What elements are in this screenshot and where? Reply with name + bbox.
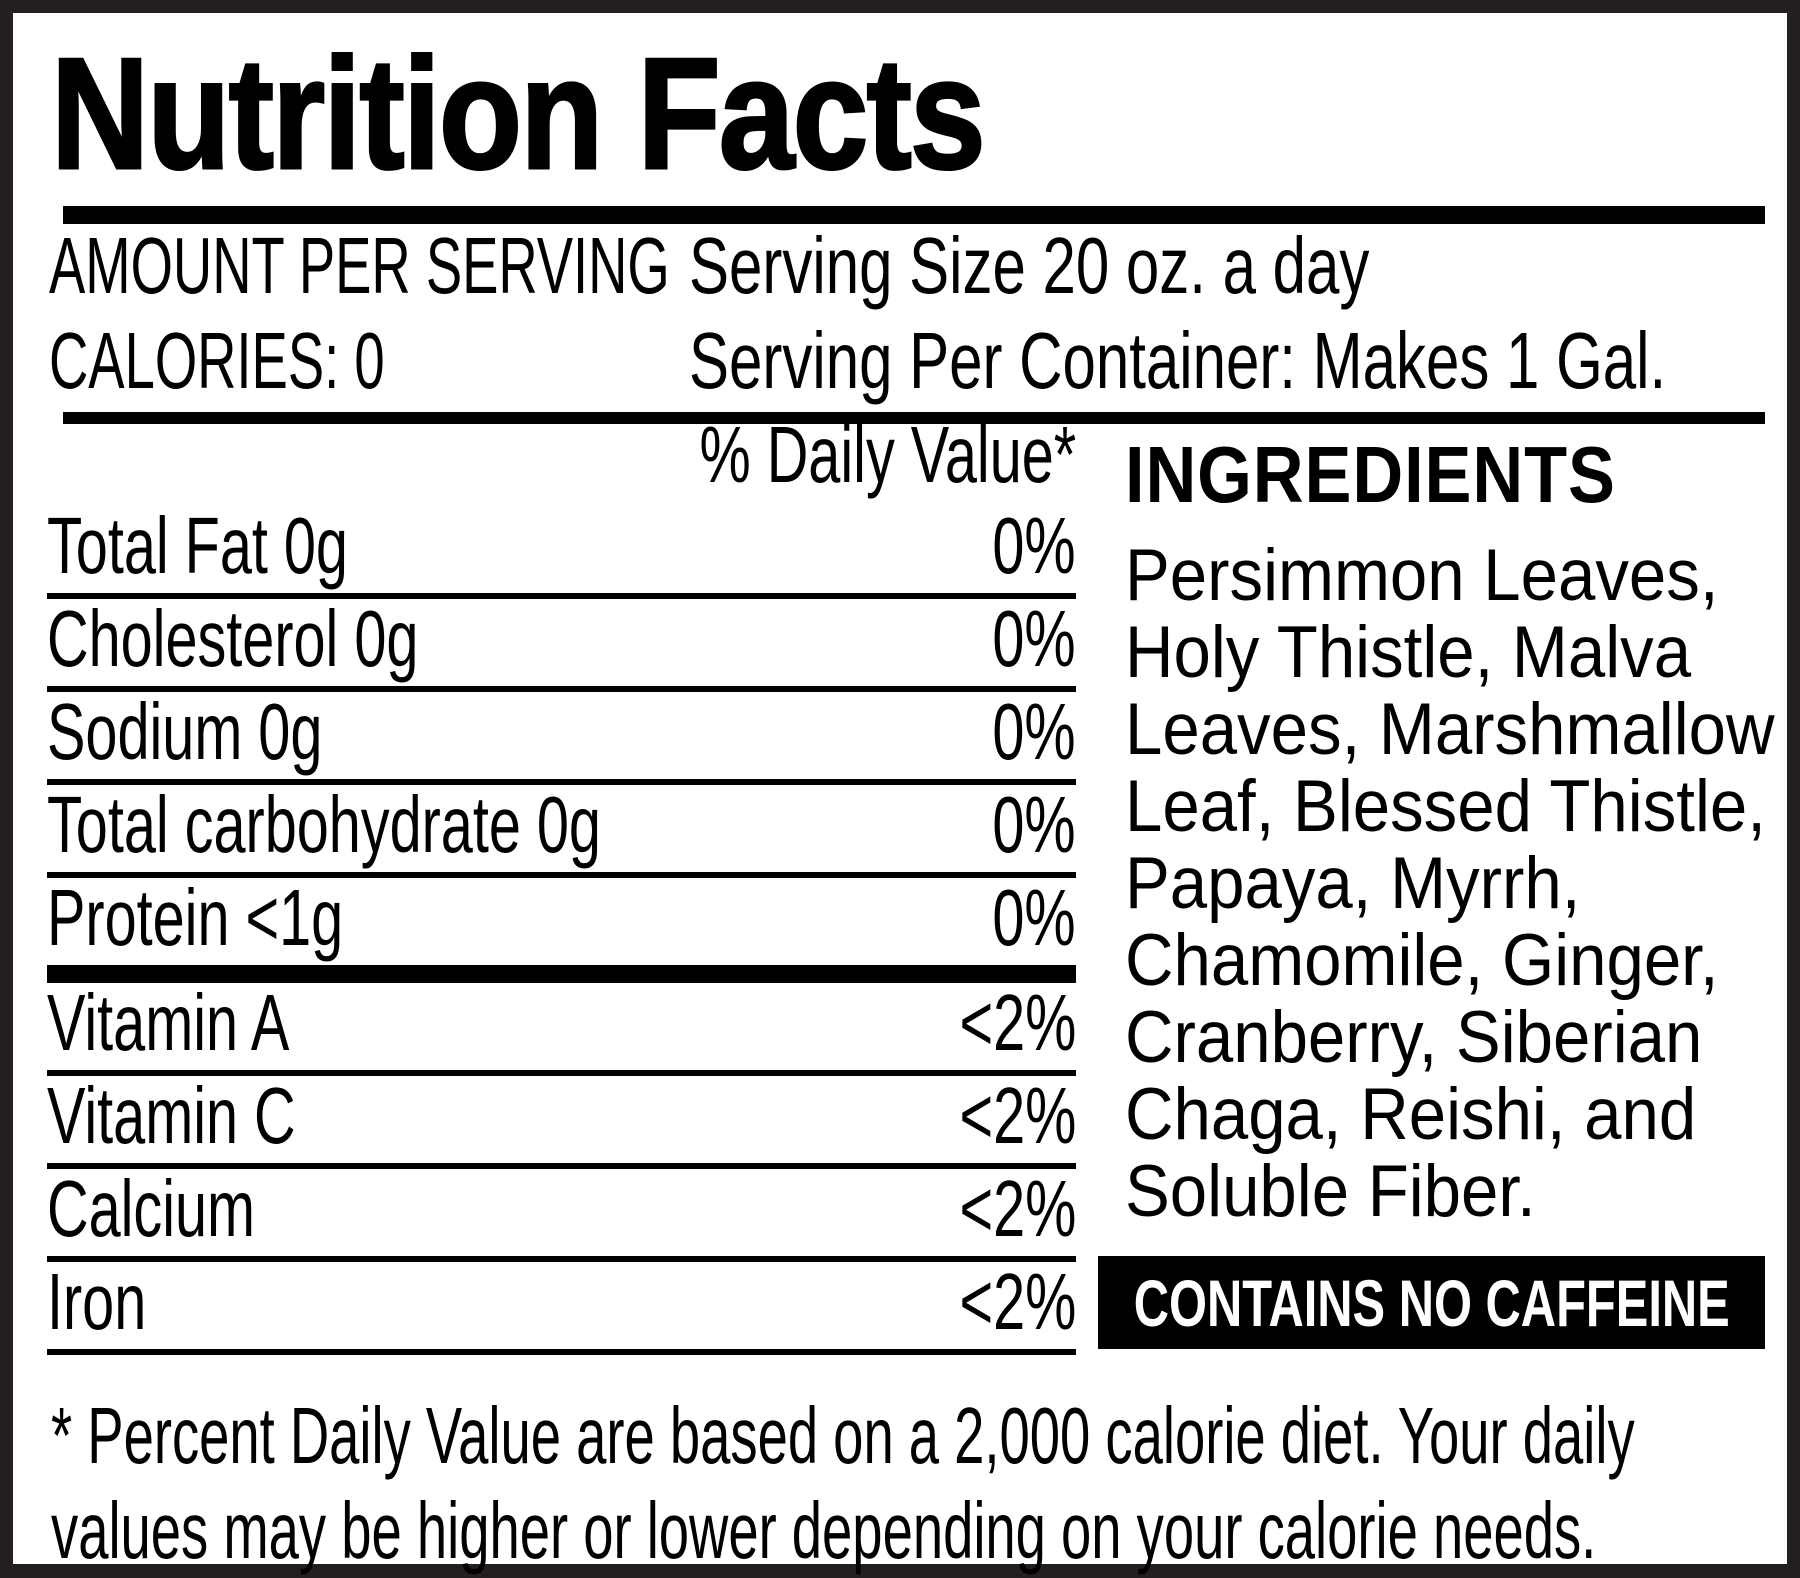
list-item: Papaya, Myrrh, bbox=[1125, 843, 1581, 924]
daily-value-footnote: * Percent Daily Value are based on a 2,0… bbox=[51, 1388, 1791, 1578]
daily-value-header: % Daily Value* bbox=[699, 410, 1076, 499]
list-item: Holy Thistle, Malva bbox=[1125, 612, 1692, 693]
list-item: Leaves, Marshmallow bbox=[1125, 689, 1775, 770]
table-row: Calcium <2% bbox=[47, 1169, 1076, 1262]
list-item: Soluble Fiber. bbox=[1125, 1151, 1536, 1232]
no-caffeine-banner: CONTAINS NO CAFFEINE bbox=[1098, 1256, 1765, 1349]
nutrient-name: Vitamin C bbox=[47, 1071, 296, 1160]
footnote-line: values may be higher or lower depending … bbox=[51, 1486, 1597, 1575]
amount-per-serving-label: AMOUNT PER SERVING bbox=[49, 221, 670, 310]
nutrient-table: Total Fat 0g 0% Cholesterol 0g 0% Sodium… bbox=[47, 506, 1076, 1355]
list-item: Leaf, Blessed Thistle, bbox=[1125, 766, 1766, 847]
table-row: Vitamin A <2% bbox=[47, 983, 1076, 1076]
ingredients-heading: INGREDIENTS bbox=[1125, 430, 1616, 519]
page-title-text: Nutrition Facts bbox=[50, 26, 987, 202]
header-divider-bar bbox=[63, 206, 1765, 224]
nutrient-value: 0% bbox=[992, 873, 1076, 962]
nutrient-value: 0% bbox=[992, 501, 1076, 590]
table-row: Sodium 0g 0% bbox=[47, 692, 1076, 785]
nutrient-value: 0% bbox=[992, 687, 1076, 776]
ingredients-list: Persimmon Leaves, Holy Thistle, Malva Le… bbox=[1125, 535, 1775, 1232]
calories-label: CALORIES: 0 bbox=[49, 316, 385, 405]
nutrient-name: Total carbohydrate 0g bbox=[47, 780, 601, 869]
table-row: Total carbohydrate 0g 0% bbox=[47, 785, 1076, 878]
nutrient-value: <2% bbox=[959, 978, 1076, 1067]
section-divider-bar bbox=[63, 412, 1765, 424]
list-item: Cranberry, Siberian bbox=[1125, 997, 1703, 1078]
nutrient-value: 0% bbox=[992, 594, 1076, 683]
table-row: Vitamin C <2% bbox=[47, 1076, 1076, 1169]
nutrient-name: Calcium bbox=[47, 1164, 256, 1253]
table-row: Total Fat 0g 0% bbox=[47, 506, 1076, 599]
table-row: Cholesterol 0g 0% bbox=[47, 599, 1076, 692]
nutrient-value: 0% bbox=[992, 780, 1076, 869]
nutrient-value: <2% bbox=[959, 1257, 1076, 1346]
nutrient-value: <2% bbox=[959, 1164, 1076, 1253]
page-title: Nutrition Facts bbox=[50, 26, 1136, 202]
list-item: Chamomile, Ginger, bbox=[1125, 920, 1719, 1001]
nutrient-name: Vitamin A bbox=[47, 978, 290, 1067]
nutrient-name: Total Fat 0g bbox=[47, 501, 348, 590]
servings-per-container-label: Serving Per Container: Makes 1 Gal. bbox=[689, 316, 1667, 405]
table-row: Iron <2% bbox=[47, 1262, 1076, 1355]
list-item: Persimmon Leaves, bbox=[1125, 535, 1719, 616]
nutrient-name: Iron bbox=[47, 1257, 147, 1346]
ingredients-section: INGREDIENTS Persimmon Leaves, Holy Thist… bbox=[1125, 430, 1785, 1232]
serving-size-label: Serving Size 20 oz. a day bbox=[689, 221, 1370, 310]
list-item: Chaga, Reishi, and bbox=[1125, 1074, 1697, 1155]
nutrient-name: Sodium 0g bbox=[47, 687, 323, 776]
nutrient-name: Cholesterol 0g bbox=[47, 594, 419, 683]
nutrient-value: <2% bbox=[959, 1071, 1076, 1160]
footnote-line: * Percent Daily Value are based on a 2,0… bbox=[51, 1391, 1635, 1480]
nutrient-name: Protein <1g bbox=[47, 873, 344, 962]
no-caffeine-text: CONTAINS NO CAFFEINE bbox=[1133, 1265, 1730, 1340]
table-row: Protein <1g 0% bbox=[47, 878, 1076, 983]
